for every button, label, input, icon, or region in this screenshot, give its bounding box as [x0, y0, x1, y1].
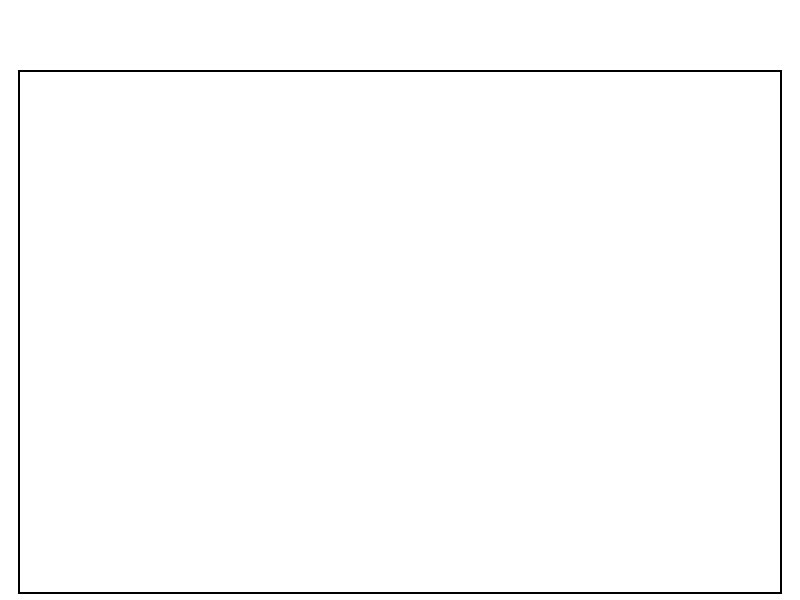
diagram-frame — [18, 70, 782, 594]
diagram-svg — [20, 72, 780, 592]
page-title — [0, 0, 800, 6]
